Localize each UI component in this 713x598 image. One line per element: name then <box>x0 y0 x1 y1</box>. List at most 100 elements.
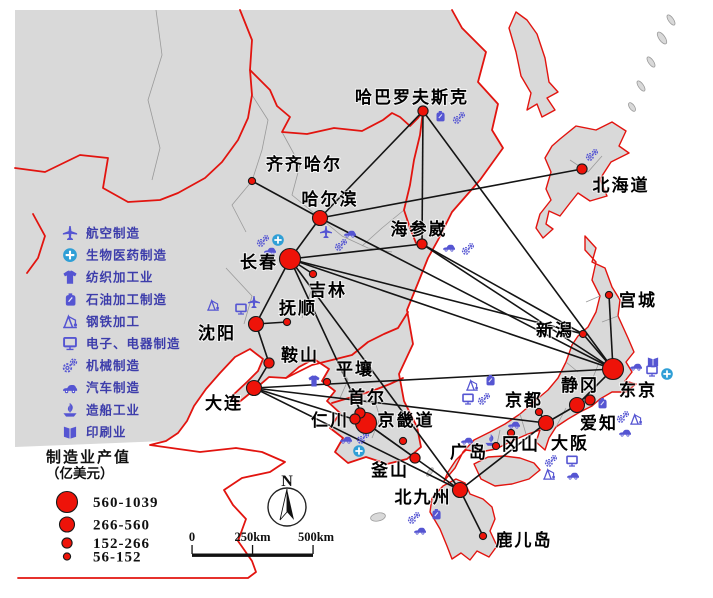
city-label-okayama: 冈山 <box>502 435 540 454</box>
city-label-harbin: 哈尔滨 <box>302 189 359 209</box>
biopharma-icon <box>353 445 365 457</box>
route-line-harbin-hokkaido <box>319 168 583 219</box>
legend-industry-label-petroleum: 石油加工制造 <box>85 292 167 307</box>
route-line-kitakyushu-osaka <box>459 422 547 491</box>
city-label-tokyo: 东京 <box>619 380 657 400</box>
route-line-vladivostok-tokyo <box>421 243 614 370</box>
output-legend-title: 制造业产值 <box>46 448 131 466</box>
city-label-niigata: 新潟 <box>536 320 574 340</box>
legend-industry-label-shipbuilding: 造船工业 <box>86 402 140 417</box>
city-marker-osaka[interactable] <box>537 414 555 432</box>
city-marker-dalian[interactable] <box>245 379 263 397</box>
compass-rose: N <box>267 473 307 527</box>
city-label-kyoto: 京都 <box>505 390 543 410</box>
china-korea-border <box>285 311 409 379</box>
city-marker-jilin[interactable] <box>308 269 318 279</box>
sakhalin-island <box>508 11 559 118</box>
route-line-khabarovsk-harbin <box>319 110 424 219</box>
legend-industry-label-electronics: 电子、电器制造 <box>86 336 181 351</box>
city-marker-pyongyang[interactable] <box>322 377 332 387</box>
city-marker-changchun[interactable] <box>278 247 302 271</box>
legend-range-label-2: 266-560 <box>93 518 150 534</box>
route-line-khabarovsk-tokyo <box>422 110 614 370</box>
mainland-coastline <box>17 9 504 579</box>
legend-range-label-1: 560-1039 <box>93 495 159 511</box>
national-borders <box>14 9 504 579</box>
city-label-aichi: 爱知 <box>580 413 618 433</box>
legend-range-label-4: 56-152 <box>93 550 142 566</box>
city-marker-harbin[interactable] <box>311 209 329 227</box>
legend-size-circle-2 <box>58 516 76 533</box>
city-marker-shenyang[interactable] <box>247 315 265 333</box>
hokkaido-island <box>535 121 630 239</box>
city-label-qiqihar: 齐齐哈尔 <box>266 154 342 174</box>
city-label-hokkaido: 北海道 <box>593 175 650 195</box>
city-markers <box>245 105 625 541</box>
city-marker-hokkaido[interactable] <box>576 163 588 175</box>
route-line-dalian-osaka <box>253 387 547 424</box>
scale-label-0: 0 <box>189 530 195 544</box>
city-marker-anshan[interactable] <box>263 357 275 369</box>
city-marker-niigata[interactable] <box>578 329 588 339</box>
city-marker-qiqihar[interactable] <box>247 176 257 186</box>
city-label-khabarovsk: 哈巴罗夫斯克 <box>355 87 469 107</box>
route-line-changchun-tokyo <box>289 258 614 370</box>
city-marker-miyagi[interactable] <box>604 290 614 300</box>
city-marker-tokyo[interactable] <box>601 357 625 381</box>
scale-label-1: 250km <box>234 530 271 544</box>
city-label-osaka: 大阪 <box>551 433 589 453</box>
scale-label-2: 500km <box>298 530 335 544</box>
city-marker-kagoshima[interactable] <box>478 531 488 541</box>
route-line-dalian-gyeonggi <box>253 387 367 424</box>
industry-legend: 航空制造生物医药制造纺织加工业石油加工制造钢铁加工电子、电器制造机械制造汽车制造… <box>62 226 181 439</box>
mainland-landmass <box>15 10 503 464</box>
route-line-changchun-vladivostok <box>289 243 423 260</box>
route-line-changchun-kitakyushu <box>289 258 461 491</box>
city-marker-okayama[interactable] <box>506 428 516 438</box>
city-label-shizuoka: 静冈 <box>561 375 599 395</box>
city-label-changchun: 长春 <box>240 252 278 272</box>
city-label-fushun: 抚顺 <box>279 298 317 318</box>
city-marker-hiroshima[interactable] <box>491 441 501 451</box>
city-label-incheon: 仁川 <box>311 410 349 430</box>
city-label-seoul: 首尔 <box>348 387 386 407</box>
route-line-changchun-niigata <box>289 258 584 335</box>
biopharma-icon <box>272 234 284 246</box>
city-label-busan: 釜山 <box>370 460 409 480</box>
jeju-island <box>370 512 386 522</box>
legend-industry-label-steel: 钢铁加工 <box>86 314 140 329</box>
city-marker-fushun[interactable] <box>282 317 292 327</box>
city-label-gyeonggi: 京畿道 <box>378 410 435 430</box>
route-line-changchun-shenyang <box>255 258 291 325</box>
legend-size-circle-3 <box>61 537 73 549</box>
route-line-changchun-gyeonggi <box>289 258 367 424</box>
city-label-kitakyushu: 北九州 <box>395 488 452 507</box>
route-line-dalian-kitakyushu <box>253 387 461 491</box>
biopharma-icon <box>63 248 77 262</box>
city-marker-kyoto[interactable] <box>534 407 544 417</box>
legend-size-circle-4 <box>62 552 72 561</box>
route-line-vladivostok-niigata <box>421 243 584 335</box>
city-marker-aichi[interactable] <box>568 396 586 414</box>
city-marker-busan[interactable] <box>409 452 421 464</box>
city-marker-vladivostok[interactable] <box>416 238 428 250</box>
legend-industry-label-aviation: 航空制造 <box>86 226 140 241</box>
city-label-anshan: 鞍山 <box>281 345 319 365</box>
route-line-harbin-tokyo <box>319 217 614 370</box>
city-marker-kitakyushu[interactable] <box>451 481 469 499</box>
city-label-jilin: 吉林 <box>309 280 347 300</box>
city-marker-incheon[interactable] <box>349 413 361 425</box>
city-marker-unnamed-0[interactable] <box>398 436 408 446</box>
city-marker-shizuoka[interactable] <box>584 394 596 406</box>
shikoku-island <box>473 455 541 487</box>
legend-industry-label-biopharma: 生物医药制造 <box>86 248 167 263</box>
amur-ussuri-border <box>239 9 424 244</box>
scale-bar: 0 250km 500km <box>189 530 335 557</box>
city-marker-khabarovsk[interactable] <box>417 105 429 117</box>
mongolia-border-fragment <box>26 213 46 274</box>
west-border <box>14 69 253 203</box>
